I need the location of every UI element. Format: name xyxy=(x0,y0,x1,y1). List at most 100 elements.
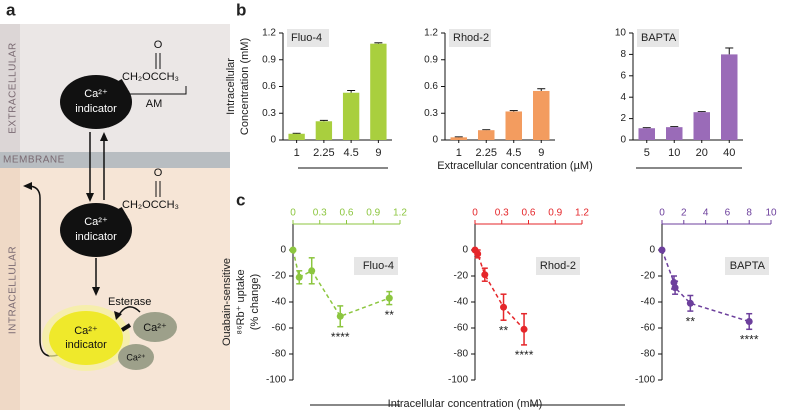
panel-label: a xyxy=(6,0,16,19)
x-tick-label: 1.2 xyxy=(575,208,589,219)
ion-label: Ca²⁺ xyxy=(126,352,146,362)
ester-oxygen: O xyxy=(154,167,163,179)
point xyxy=(336,312,344,320)
y-tick-label: 8 xyxy=(620,49,626,60)
y-tick-label: -60 xyxy=(641,323,656,334)
y-tick-label: -80 xyxy=(272,349,287,360)
title-box xyxy=(725,257,769,275)
y-tick-label: -100 xyxy=(266,375,286,386)
am-bracket xyxy=(121,86,187,95)
y-tick-label: 0 xyxy=(462,245,468,256)
title-box xyxy=(449,29,491,47)
arrow-head xyxy=(114,311,122,320)
intracellular-strip xyxy=(0,168,20,410)
y-axis-label: ⁸⁶Rb⁺ uptake xyxy=(235,269,247,334)
y-tick-label: -100 xyxy=(635,375,655,386)
extracellular-strip xyxy=(0,24,20,152)
panel-label: b xyxy=(236,0,246,19)
region-label: INTRACELLULAR xyxy=(8,246,19,334)
point xyxy=(385,294,393,302)
panel-label: c xyxy=(236,190,245,209)
x-tick-label: 0 xyxy=(659,208,665,219)
bar xyxy=(693,112,710,140)
x-tick-label: 1 xyxy=(456,147,462,159)
x-tick-label: 2.25 xyxy=(476,147,497,159)
arrow-head xyxy=(92,287,100,296)
annotation: ** xyxy=(385,308,395,322)
ion-label: Ca²⁺ xyxy=(84,216,108,228)
bar xyxy=(370,43,387,141)
ion-label: Ca²⁺ xyxy=(143,322,167,334)
x-tick-label: 40 xyxy=(723,147,735,159)
x-tick-label: 2.25 xyxy=(313,147,334,159)
x-tick-label: 0.3 xyxy=(313,208,327,219)
x-tick-label: 10 xyxy=(668,147,680,159)
arrow-head xyxy=(23,182,32,190)
annotation: ** xyxy=(499,323,509,337)
point xyxy=(295,273,303,281)
y-tick-label: 0.6 xyxy=(262,81,276,92)
bar xyxy=(638,128,655,140)
point xyxy=(500,303,508,311)
chart-title: Fluo-4 xyxy=(363,260,394,272)
bar xyxy=(666,127,683,140)
y-tick-label: 0.3 xyxy=(424,108,438,119)
y-tick-label: -20 xyxy=(454,271,469,282)
x-tick-label: 6 xyxy=(725,208,731,219)
x-tick-label: 9 xyxy=(538,147,544,159)
arrow-head xyxy=(86,193,94,202)
ion-shape xyxy=(133,312,177,342)
annotation: **** xyxy=(331,330,350,344)
ion-shape xyxy=(118,344,154,370)
indicator-shape xyxy=(60,203,132,257)
chart-title: Fluo-4 xyxy=(291,32,322,44)
arrow-head xyxy=(100,132,108,141)
ester-oxygen: O xyxy=(154,39,163,51)
y-axis-label: (% change) xyxy=(249,274,261,330)
x-axis-label: Intracellular concentration (mM) xyxy=(388,398,543,410)
title-box xyxy=(637,29,679,47)
x-tick-label: 8 xyxy=(746,208,752,219)
x-tick-label: 0.6 xyxy=(340,208,354,219)
chart-title: Rhod-2 xyxy=(453,32,489,44)
y-tick-label: 0 xyxy=(620,135,626,146)
x-axis-label: Extracellular concentration (µM) xyxy=(437,160,593,172)
y-tick-label: -40 xyxy=(641,297,656,308)
series-line xyxy=(474,249,525,330)
y-axis-label: Concentration (mM) xyxy=(239,38,251,135)
y-tick-label: 2 xyxy=(620,113,626,124)
y-tick-label: 0.9 xyxy=(262,54,276,65)
x-tick-label: 10 xyxy=(765,208,777,219)
y-tick-label: -40 xyxy=(454,297,469,308)
indicator-shape xyxy=(49,311,123,365)
ion-label: Ca²⁺ xyxy=(84,88,108,100)
loop-arrow xyxy=(27,185,59,357)
y-tick-label: -20 xyxy=(641,271,656,282)
x-tick-label: 0 xyxy=(472,208,478,219)
point xyxy=(658,246,666,254)
ester-formula: CH₂OCCH₃ xyxy=(122,199,179,211)
point xyxy=(308,267,316,275)
annotation: **** xyxy=(740,332,759,346)
bar xyxy=(342,92,360,140)
bar xyxy=(478,130,495,140)
bar xyxy=(450,137,467,140)
point xyxy=(745,318,753,325)
y-tick-label: -100 xyxy=(448,375,468,386)
point xyxy=(481,271,489,279)
x-tick-label: 2 xyxy=(681,208,687,219)
y-tick-label: 1.2 xyxy=(424,28,438,39)
ion-label: Ca²⁺ xyxy=(74,325,98,337)
x-tick-label: 4.5 xyxy=(506,147,521,159)
chart-title: Rhod-2 xyxy=(540,260,576,272)
x-tick-label: 4.5 xyxy=(343,147,358,159)
x-tick-label: 0.3 xyxy=(495,208,509,219)
y-tick-label: 4 xyxy=(620,92,626,103)
indicator-shape xyxy=(60,75,132,129)
esterase-label: Esterase xyxy=(108,296,151,308)
y-tick-label: -80 xyxy=(454,349,469,360)
x-tick-label: 0.9 xyxy=(548,208,562,219)
y-tick-label: 0.9 xyxy=(424,54,438,65)
y-tick-label: 0 xyxy=(649,245,655,256)
